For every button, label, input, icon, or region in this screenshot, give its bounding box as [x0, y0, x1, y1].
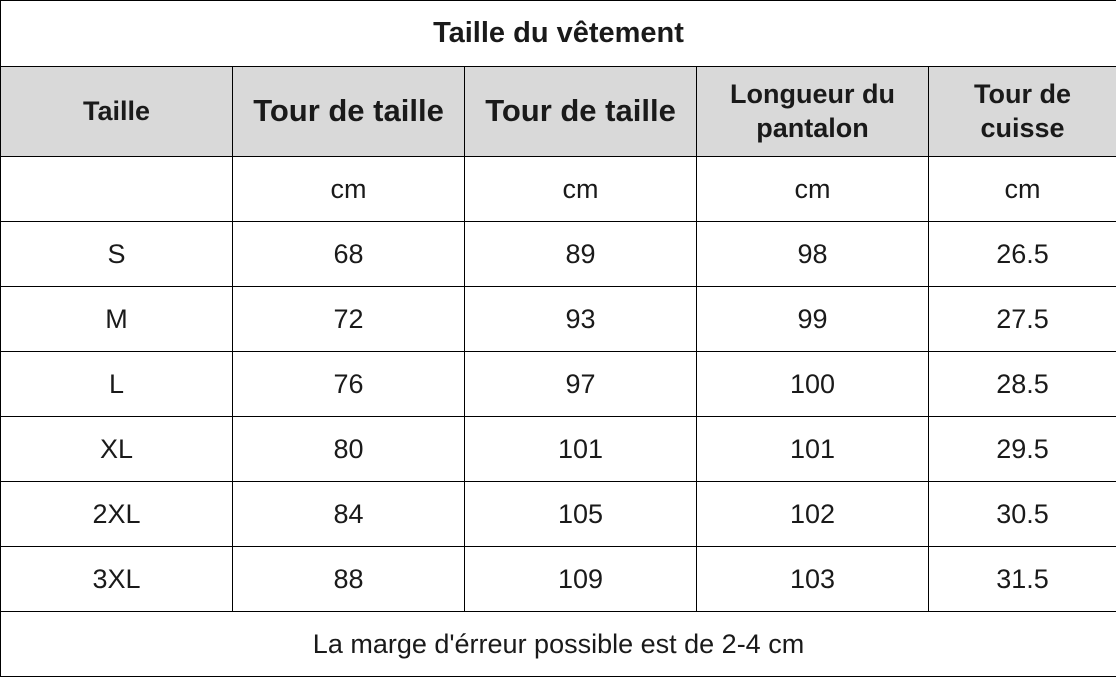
- value-cell: 31.5: [928, 546, 1116, 612]
- unit-cell: [0, 156, 233, 222]
- footer-note: La marge d'érreur possible est de 2-4 cm: [0, 611, 1116, 677]
- header-pant-length-line2: pantalon: [756, 112, 869, 143]
- unit-cell: cm: [696, 156, 929, 222]
- size-cell: M: [0, 286, 233, 352]
- unit-row: cm cm cm cm: [0, 156, 1116, 222]
- value-cell: 68: [232, 221, 465, 287]
- value-cell: 101: [464, 416, 697, 482]
- header-waist-2: Tour de taille: [464, 66, 697, 157]
- table-row: 2XL 84 105 102 30.5: [0, 481, 1116, 547]
- value-cell: 88: [232, 546, 465, 612]
- size-cell: 2XL: [0, 481, 233, 547]
- table-row: M 72 93 99 27.5: [0, 286, 1116, 352]
- size-cell: 3XL: [0, 546, 233, 612]
- title-row: Taille du vêtement: [0, 0, 1116, 67]
- value-cell: 109: [464, 546, 697, 612]
- value-cell: 72: [232, 286, 465, 352]
- header-pant-length: Longueur du pantalon: [696, 66, 929, 157]
- table-title: Taille du vêtement: [0, 0, 1116, 67]
- value-cell: 26.5: [928, 221, 1116, 287]
- header-thigh: Tour de cuisse: [928, 66, 1116, 157]
- value-cell: 89: [464, 221, 697, 287]
- value-cell: 29.5: [928, 416, 1116, 482]
- size-cell: XL: [0, 416, 233, 482]
- value-cell: 30.5: [928, 481, 1116, 547]
- header-pant-length-line1: Longueur du: [730, 78, 895, 109]
- value-cell: 93: [464, 286, 697, 352]
- header-row: Taille Tour de taille Tour de taille Lon…: [0, 66, 1116, 157]
- footer-row: La marge d'érreur possible est de 2-4 cm: [0, 611, 1116, 677]
- table-row: XL 80 101 101 29.5: [0, 416, 1116, 482]
- value-cell: 80: [232, 416, 465, 482]
- header-thigh-line2: cuisse: [980, 112, 1065, 143]
- value-cell: 103: [696, 546, 929, 612]
- header-size: Taille: [0, 66, 233, 157]
- value-cell: 100: [696, 351, 929, 417]
- unit-cell: cm: [464, 156, 697, 222]
- table-row: 3XL 88 109 103 31.5: [0, 546, 1116, 612]
- value-cell: 27.5: [928, 286, 1116, 352]
- size-cell: S: [0, 221, 233, 287]
- value-cell: 101: [696, 416, 929, 482]
- value-cell: 99: [696, 286, 929, 352]
- value-cell: 28.5: [928, 351, 1116, 417]
- size-cell: L: [0, 351, 233, 417]
- value-cell: 102: [696, 481, 929, 547]
- value-cell: 84: [232, 481, 465, 547]
- value-cell: 105: [464, 481, 697, 547]
- unit-cell: cm: [928, 156, 1116, 222]
- table-row: L 76 97 100 28.5: [0, 351, 1116, 417]
- value-cell: 76: [232, 351, 465, 417]
- value-cell: 98: [696, 221, 929, 287]
- unit-cell: cm: [232, 156, 465, 222]
- header-waist: Tour de taille: [232, 66, 465, 157]
- table-row: S 68 89 98 26.5: [0, 221, 1116, 287]
- value-cell: 97: [464, 351, 697, 417]
- header-thigh-line1: Tour de: [974, 78, 1071, 109]
